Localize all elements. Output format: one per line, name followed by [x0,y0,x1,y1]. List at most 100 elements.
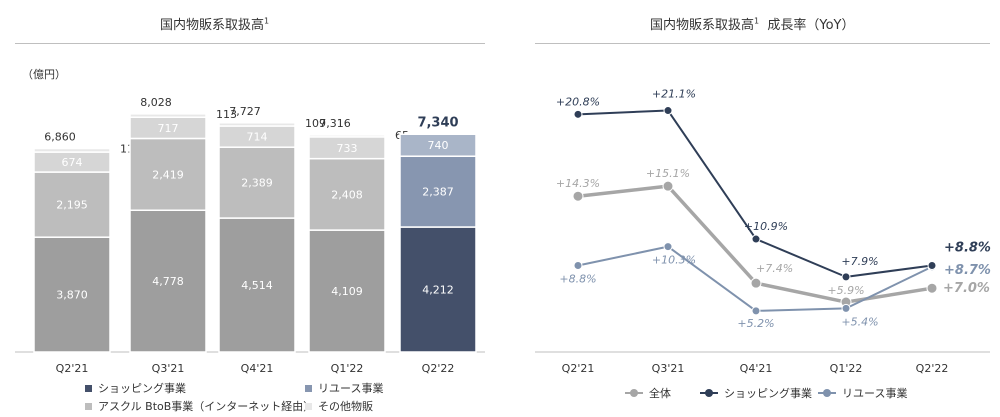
line-category-label-4: Q2'22 [916,362,949,375]
line-point-1-4 [927,261,937,271]
line-legend-marker-0 [630,389,638,397]
line-legend-label-1: ショッピング事業 [724,386,812,400]
bar-segment-shopping-4 [399,226,477,353]
line-point-2-1 [663,242,673,252]
line-legend-label-0: 全体 [649,386,671,400]
bar-value-label-shopping-3: 4,109 [331,285,363,298]
line-label-1-1: +21.1% [652,88,696,101]
unit-label: （億円） [22,68,66,81]
legend-label-btob: アスクル BtoB事業（インターネット経由） [98,400,315,413]
legend-label-reuse: リユース事業 [318,382,384,395]
legend-swatch-reuse [305,384,312,392]
bar-total-label-0: 6,860 [44,131,76,144]
legend-item-shopping: ショッピング事業 [85,380,186,396]
left-title-rule [15,43,485,44]
line-label-0-4: +7.0% [943,281,990,296]
bar-value-label-other-2: 109 [305,117,326,130]
line-point-1-1 [663,106,673,116]
bar-total-label-2: 7,727 [229,105,261,118]
left-title-footnote: 1 [264,16,270,26]
right-chart-title: 国内物販系取扱高1 成長率（YoY） [650,14,854,33]
bar-value-label-btob-2: 2,389 [241,177,273,190]
legend-label-other: その他物販 [318,400,373,413]
line-label-0-2: +7.4% [756,262,793,275]
bar-value-label-btob-3: 2,408 [331,188,363,201]
bar-segment-btob-3 [308,157,386,231]
line-label-2-4: +8.7% [944,263,991,278]
bar-value-label-reuse-3: 733 [337,142,358,155]
line-legend-marker-2 [823,389,831,397]
line-category-label-0: Q2'21 [562,362,595,375]
line-point-1-3 [841,272,851,282]
right-title-rule [535,43,990,44]
line-label-1-2: +10.9% [744,220,788,233]
legend-item-btob: アスクル BtoB事業（インターネット経由） [85,398,314,414]
line-label-1-3: +7.9% [841,255,878,268]
bar-total-label-3: 7,316 [319,117,351,130]
bar-value-label-btob-1: 2,419 [152,168,184,181]
legend-swatch-other [305,402,312,410]
bar-segment-shopping-2 [218,217,296,353]
bar-segment-btob-2 [218,146,296,219]
line-category-label-2: Q4'21 [740,362,773,375]
line-point-1-0 [573,109,583,119]
bar-value-label-reuse-0: 674 [62,156,83,169]
line-point-1-2 [751,234,761,244]
bar-value-label-shopping-0: 3,870 [56,289,88,302]
bar-value-label-btob-0: 2,195 [56,199,88,212]
bar-category-label-3: Q1'22 [331,362,364,375]
line-label-2-2: +5.2% [737,317,774,330]
line-legend-label-2: リユース事業 [842,387,907,400]
line-label-2-0: +8.8% [559,273,596,286]
line-category-label-1: Q3'21 [652,362,685,375]
line-label-0-3: +5.9% [827,284,864,297]
line-label-2-3: +5.4% [841,315,878,328]
bar-value-label-reuse-2: 714 [247,131,268,144]
line-point-2-3 [841,303,851,313]
bar-value-label-reuse-1: 717 [158,122,179,135]
bar-value-label-shopping-2: 4,514 [241,279,273,292]
line-label-0-0: +14.3% [556,177,600,190]
bar-segment-other-0 [33,147,111,153]
bar-segment-other-2 [218,122,296,127]
bar-value-label-reuse-4: 740 [428,139,449,152]
line-legend-marker-1 [705,389,713,397]
line-point-0-4 [926,282,938,294]
bar-value-label-shopping-1: 4,778 [152,275,184,288]
bar-total-label-1: 8,028 [140,96,172,109]
bar-segment-btob-0 [33,171,111,238]
right-title-suffix: 成長率（YoY） [767,18,855,33]
bar-total-label-4: 7,340 [417,115,458,130]
bar-value-label-btob-4: 2,387 [422,186,454,199]
legend-item-reuse: リユース事業 [305,380,383,396]
legend-swatch-shopping [85,384,92,392]
bar-segment-shopping-3 [308,229,386,353]
legend-swatch-btob [85,402,92,410]
legend-item-other: その他物販 [305,398,373,414]
bar-segment-reuse-4 [399,133,477,157]
line-label-2-1: +10.3% [652,254,696,267]
right-title-text: 国内物販系取扱高 [650,18,755,33]
line-point-2-2 [751,306,761,316]
line-label-0-1: +15.1% [646,167,690,180]
bar-segment-shopping-0 [33,236,111,353]
bar-segment-btob-4 [399,155,477,228]
line-point-0-0 [572,190,584,202]
line-series-1 [577,109,933,278]
line-point-0-2 [750,277,762,289]
bar-category-label-0: Q2'21 [56,362,89,375]
bar-segment-other-3 [308,134,386,138]
line-point-2-0 [573,261,583,271]
bar-value-label-other-1: 113 [216,108,237,121]
bar-category-label-2: Q4'21 [241,362,274,375]
bar-value-label-shopping-4: 4,212 [422,284,454,297]
line-label-1-0: +20.8% [556,95,600,108]
bar-category-label-4: Q2'22 [422,362,455,375]
line-label-1-4: +8.8% [944,241,991,256]
bar-segment-other-1 [129,113,207,118]
legend-label-shopping: ショッピング事業 [98,382,186,395]
left-chart-title: 国内物販系取扱高1 [160,14,269,33]
line-category-label-3: Q1'22 [830,362,863,375]
right-title-footnote: 1 [754,16,760,26]
